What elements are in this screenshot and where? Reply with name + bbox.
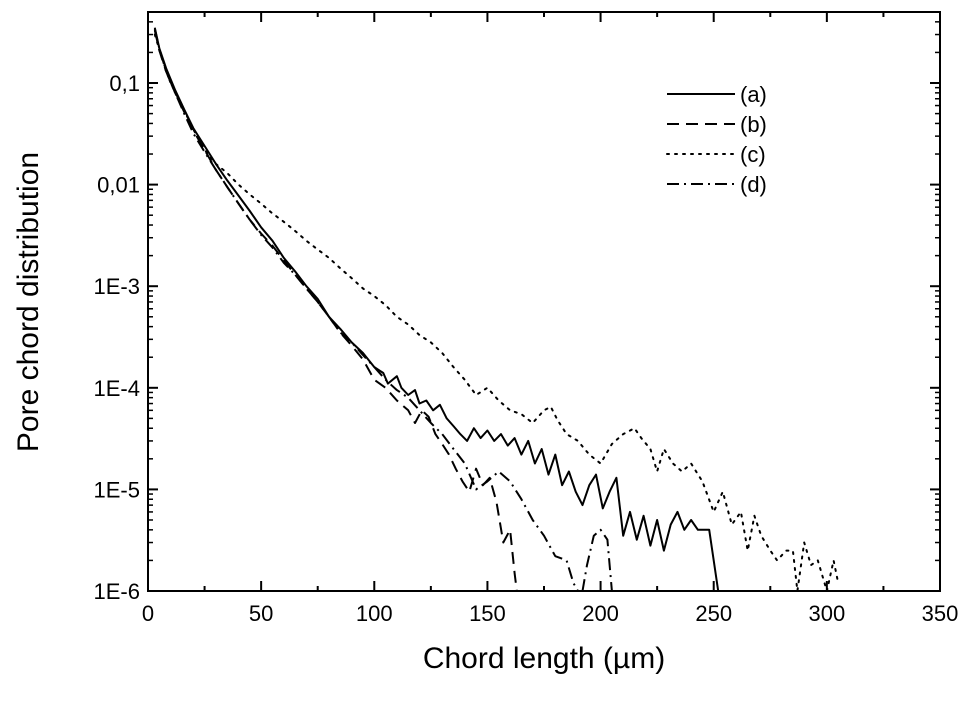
x-tick-label: 50	[249, 601, 273, 626]
x-axis-label: Chord length (µm)	[423, 642, 665, 675]
series-line-2	[153, 33, 840, 592]
series-line-1	[153, 30, 518, 592]
legend-label: (b)	[740, 112, 767, 137]
legend-label: (c)	[740, 142, 766, 167]
y-axis-ticks: 1E-6 1E-5 1E-4 1E-3 0,01 0,1	[94, 11, 940, 604]
x-tick-label: 150	[469, 601, 506, 626]
legend-label: (a)	[740, 82, 767, 107]
x-tick-label: 0	[142, 601, 154, 626]
y-tick-label: 1E-6	[94, 579, 140, 604]
x-tick-label: 350	[922, 601, 959, 626]
legend-label: (d)	[740, 172, 767, 197]
y-tick-label: 0,01	[97, 173, 140, 198]
x-tick-label: 200	[582, 601, 619, 626]
x-axis-ticks: 0 50 100 150 200 250 300 350	[142, 12, 958, 626]
series-layer	[153, 27, 840, 592]
series-line-3	[153, 28, 579, 592]
y-axis-label: Pore chord distribution	[12, 152, 45, 452]
x-tick-label: 250	[695, 601, 732, 626]
legend: (a) (b) (c) (d)	[666, 82, 767, 197]
plot-frame	[147, 11, 941, 592]
series-line-0	[153, 27, 720, 592]
y-tick-label: 1E-4	[94, 376, 140, 401]
x-tick-label: 100	[356, 601, 393, 626]
series-line-4	[581, 528, 613, 592]
y-tick-label: 1E-5	[94, 477, 140, 502]
x-tick-label: 300	[808, 601, 845, 626]
y-tick-label: 1E-3	[94, 274, 140, 299]
y-tick-label: 0,1	[109, 71, 140, 96]
